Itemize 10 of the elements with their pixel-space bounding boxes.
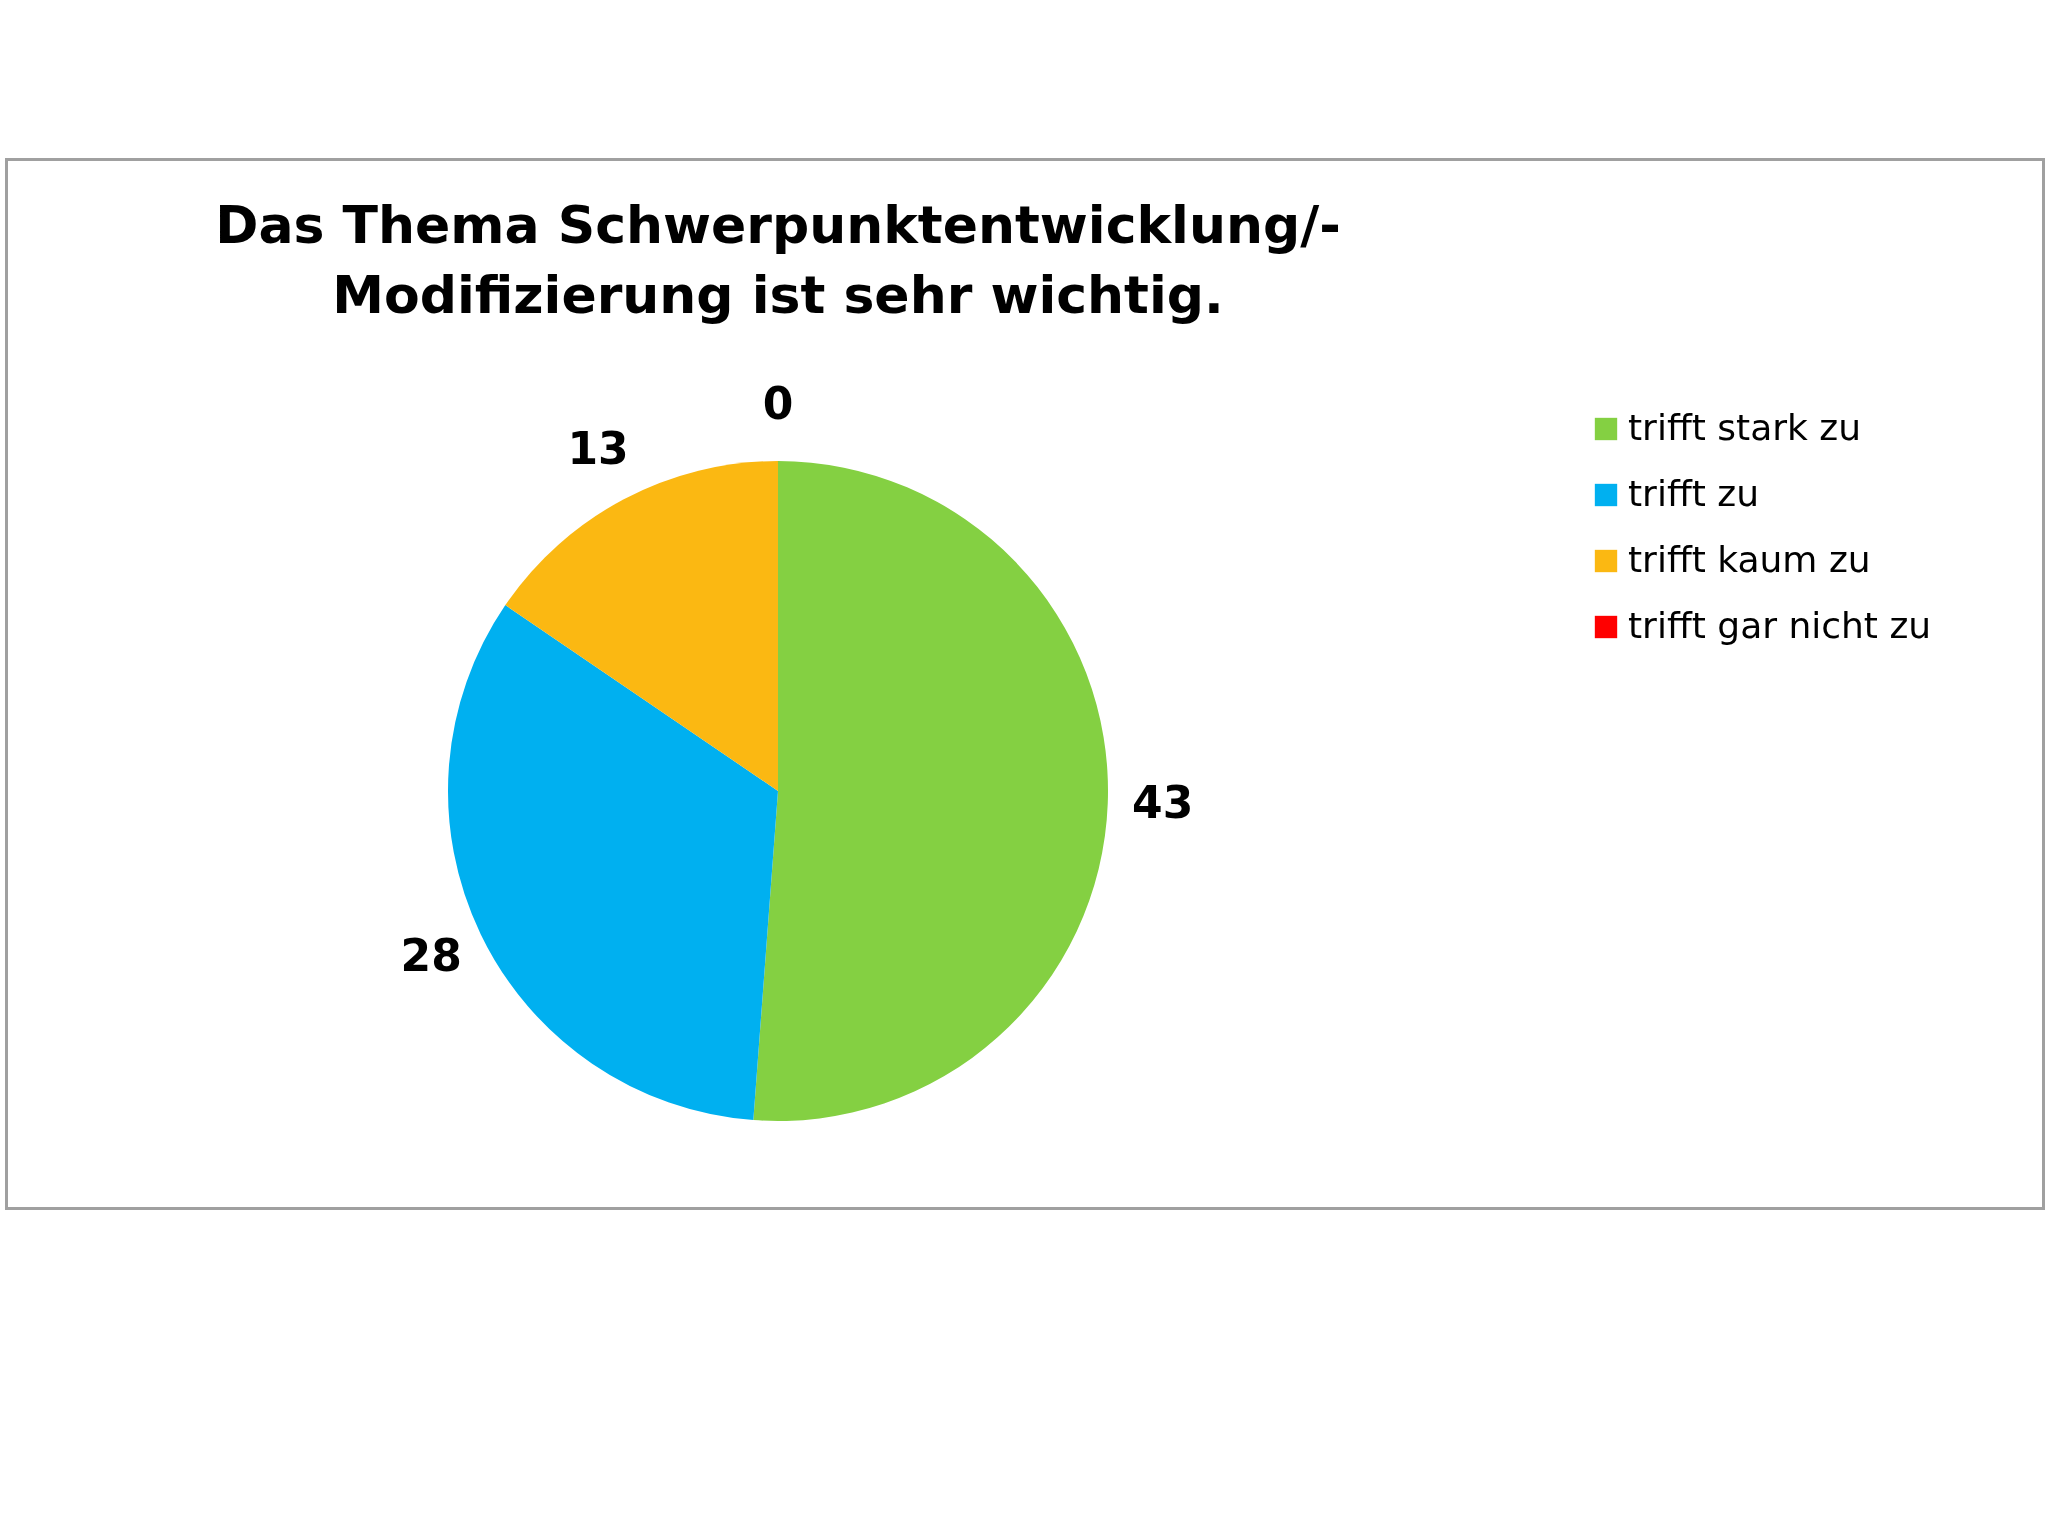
pie-slice (753, 461, 1108, 1121)
chart-title: Das Thema Schwerpunktentwicklung/- Modifizierung ist sehr wichtig. (215, 195, 1341, 325)
legend-label: trifft zu (1628, 473, 1759, 514)
legend-label: trifft gar nicht zu (1628, 605, 1932, 646)
data-label: 13 (567, 422, 629, 474)
text: 0 (762, 378, 794, 429)
data-label: 28 (400, 930, 462, 982)
data-label: 43 (1132, 777, 1194, 829)
legend-label: trifft stark zu (1628, 407, 1862, 448)
legend-label: trifft kaum zu (1628, 539, 1871, 580)
